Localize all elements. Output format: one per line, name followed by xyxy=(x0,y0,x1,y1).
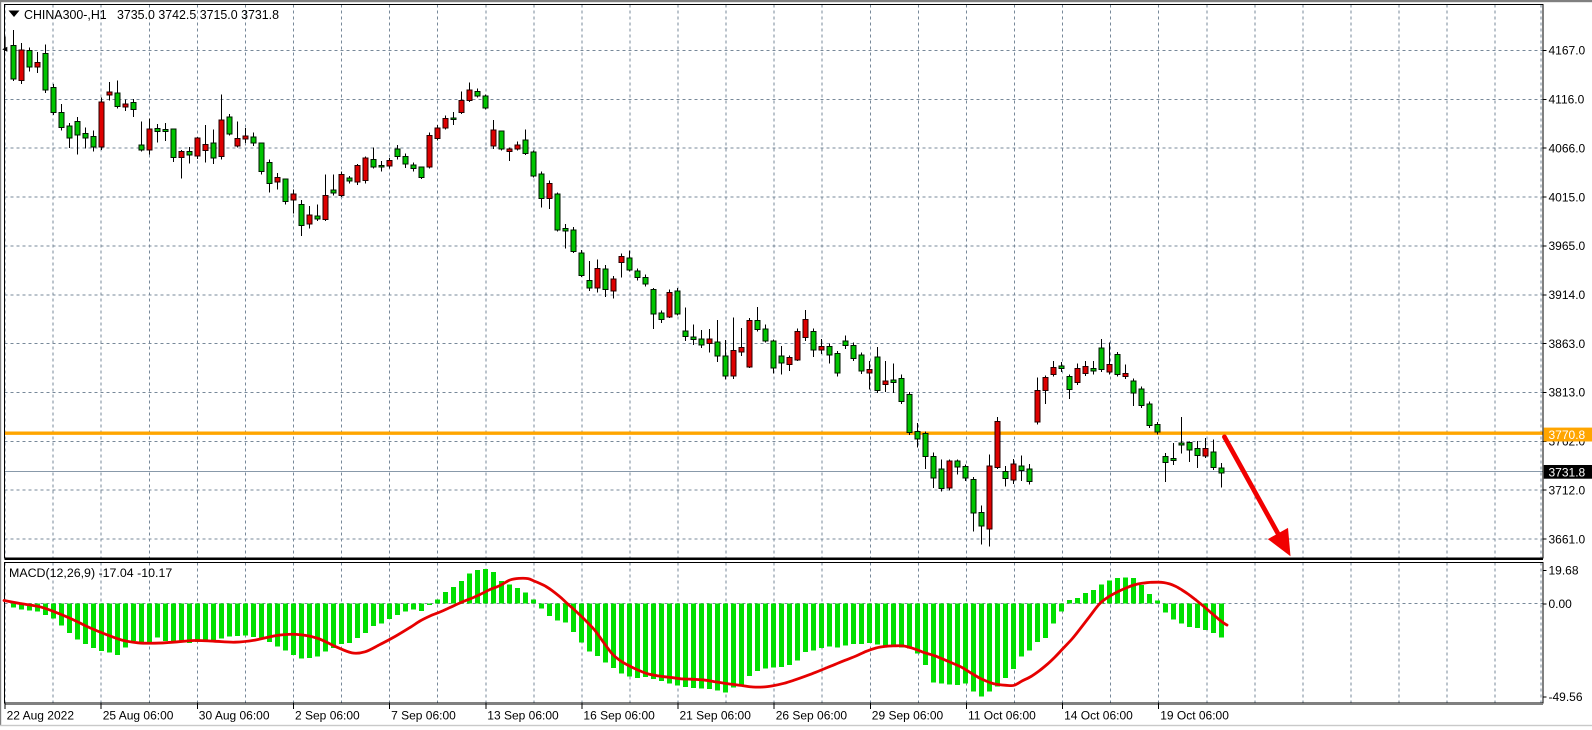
svg-text:4066.0: 4066.0 xyxy=(1549,141,1586,155)
svg-text:3712.0: 3712.0 xyxy=(1549,483,1586,497)
svg-text:13 Sep 06:00: 13 Sep 06:00 xyxy=(487,709,559,723)
svg-text:22 Aug 2022: 22 Aug 2022 xyxy=(7,709,75,723)
svg-text:3770.8: 3770.8 xyxy=(1549,428,1586,442)
svg-text:3813.0: 3813.0 xyxy=(1549,386,1586,400)
svg-text:CHINA300-,H1 3735.0 3742.5 3: CHINA300-,H1 3735.0 3742.5 3715.0 3731.8 xyxy=(24,7,279,22)
svg-text:19 Oct 06:00: 19 Oct 06:00 xyxy=(1160,709,1229,723)
svg-text:4116.0: 4116.0 xyxy=(1549,93,1585,107)
svg-text:3863.0: 3863.0 xyxy=(1549,337,1586,351)
svg-text:3965.0: 3965.0 xyxy=(1549,239,1586,253)
svg-text:4167.0: 4167.0 xyxy=(1549,44,1586,58)
svg-text:29 Sep 06:00: 29 Sep 06:00 xyxy=(872,709,944,723)
svg-text:7 Sep 06:00: 7 Sep 06:00 xyxy=(391,709,456,723)
svg-text:3661.0: 3661.0 xyxy=(1549,532,1586,546)
svg-text:4015.0: 4015.0 xyxy=(1549,190,1586,204)
svg-text:30 Aug 06:00: 30 Aug 06:00 xyxy=(199,709,270,723)
svg-text:25 Aug 06:00: 25 Aug 06:00 xyxy=(103,709,174,723)
svg-text:-49.56: -49.56 xyxy=(1549,690,1583,704)
svg-text:3914.0: 3914.0 xyxy=(1549,288,1586,302)
svg-text:11 Oct 06:00: 11 Oct 06:00 xyxy=(968,709,1036,723)
svg-text:MACD(12,26,9) -17.04 -10.17: MACD(12,26,9) -17.04 -10.17 xyxy=(9,566,172,580)
svg-text:3731.8: 3731.8 xyxy=(1549,465,1586,479)
svg-text:21 Sep 06:00: 21 Sep 06:00 xyxy=(680,709,752,723)
svg-text:16 Sep 06:00: 16 Sep 06:00 xyxy=(583,709,655,723)
svg-text:2 Sep 06:00: 2 Sep 06:00 xyxy=(295,709,360,723)
svg-text:14 Oct 06:00: 14 Oct 06:00 xyxy=(1064,709,1133,723)
svg-text:19.68: 19.68 xyxy=(1549,564,1579,578)
svg-text:26 Sep 06:00: 26 Sep 06:00 xyxy=(776,709,848,723)
svg-text:0.00: 0.00 xyxy=(1549,597,1573,611)
